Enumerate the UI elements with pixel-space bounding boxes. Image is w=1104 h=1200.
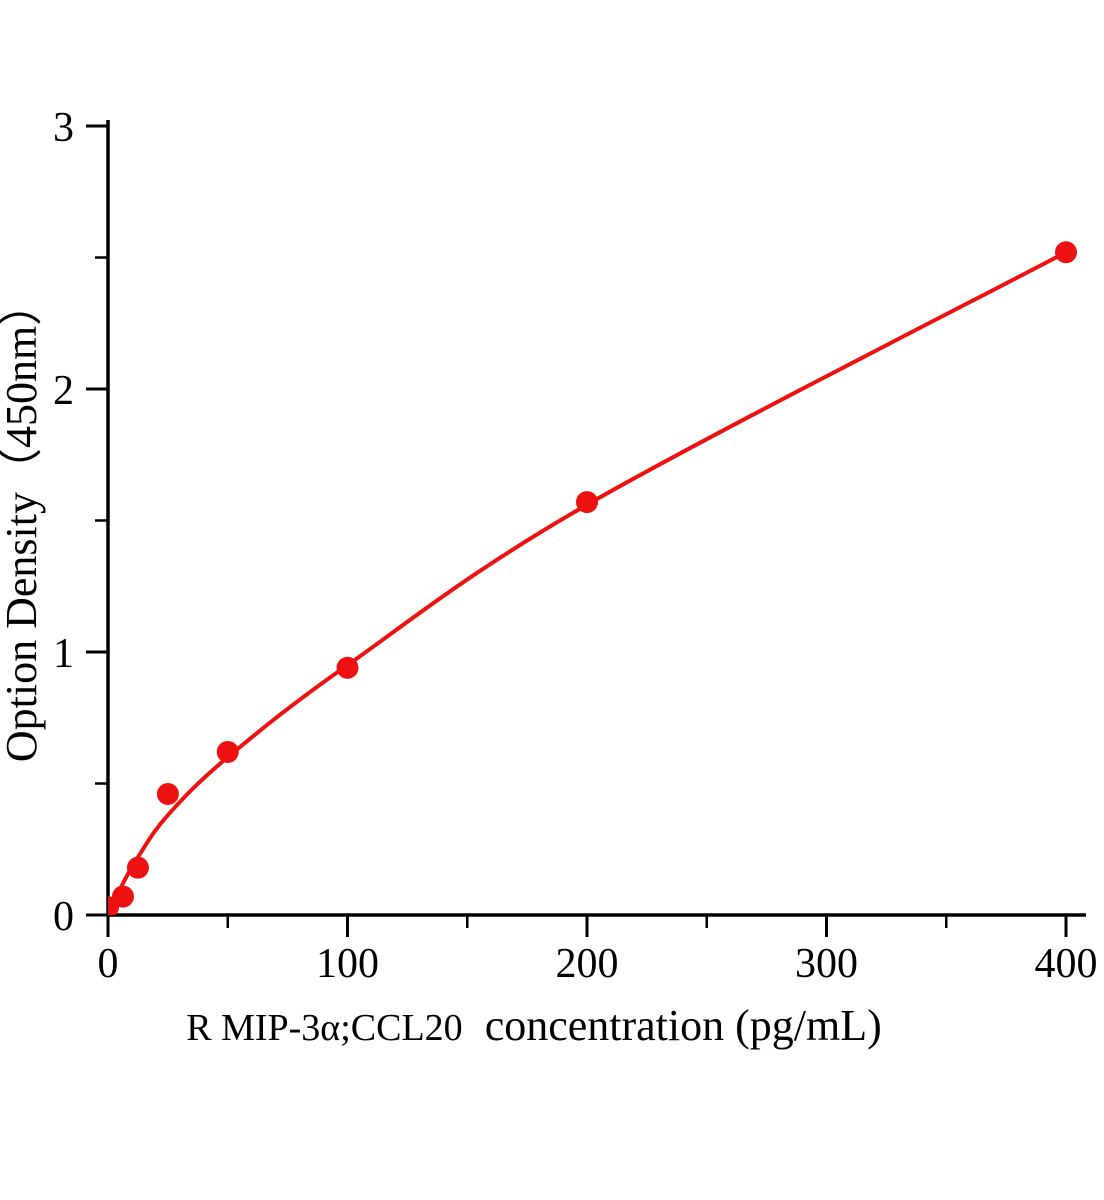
x-tick-label: 200 — [556, 941, 619, 987]
y-tick-label: 3 — [53, 105, 74, 151]
x-tick-label: 300 — [795, 941, 858, 987]
data-point — [1055, 241, 1077, 264]
y-tick-label: 2 — [53, 368, 74, 414]
tick-labels: 0 100 200 300 400 0 1 2 3 — [53, 105, 1098, 987]
axes — [86, 120, 1086, 937]
data-point — [126, 856, 149, 879]
y-tick-label: 0 — [53, 894, 74, 940]
trend-curve — [108, 250, 1067, 915]
data-point — [156, 783, 179, 806]
data-point — [576, 491, 598, 514]
y-tick-label: 1 — [53, 631, 74, 677]
data-point — [111, 885, 134, 908]
x-axis-title: R MIP-3α;CCL20 concentration (pg/mL) — [186, 1001, 882, 1050]
x-tick-label: 100 — [316, 941, 379, 987]
data-series — [108, 241, 1077, 915]
data-point — [336, 656, 359, 679]
x-axis-title-analyte: R MIP-3α;CCL20 — [186, 1007, 462, 1049]
data-point — [216, 740, 239, 763]
x-axis-title-rest: concentration (pg/mL) — [485, 1001, 882, 1050]
y-axis-title: Option Density（450nm） — [0, 282, 46, 762]
x-tick-label: 400 — [1035, 941, 1098, 987]
x-tick-label: 0 — [98, 941, 119, 987]
